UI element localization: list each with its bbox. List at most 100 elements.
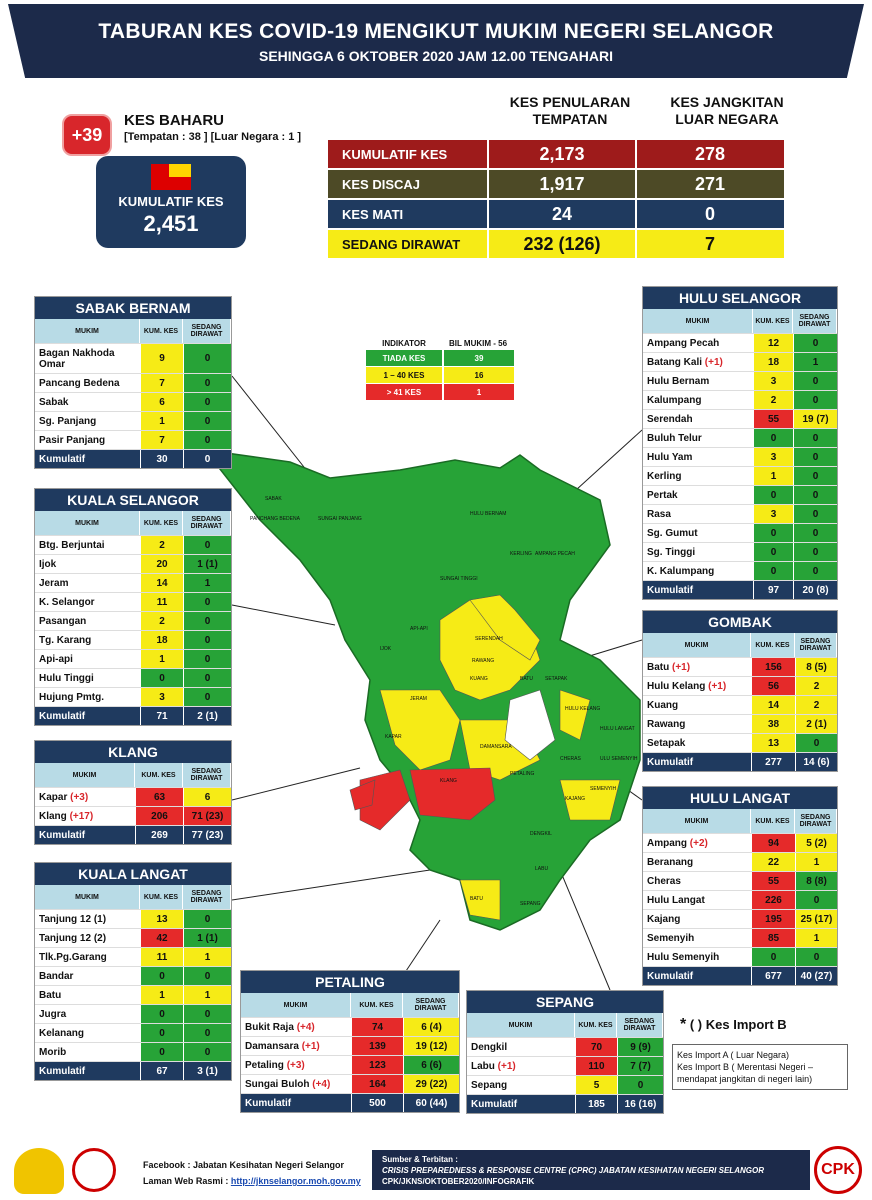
col-mukim: MUKIM: [643, 633, 751, 657]
mukim-name: Sepang: [471, 1079, 508, 1091]
kum-kes-cell: 20: [140, 555, 183, 573]
summary-import-value: 278: [635, 140, 783, 168]
mukim-name: Pertak: [647, 489, 678, 501]
dirawat-cell: 2: [795, 696, 837, 714]
website-text: Laman Web Rasmi : http://jknselangor.moh…: [143, 1176, 361, 1186]
kum-kes-cell: 2: [753, 391, 793, 409]
dirawat-cell: 0: [183, 393, 231, 411]
map-label: DAMANSARA: [480, 744, 512, 750]
kum-kes-cell: 11: [140, 593, 183, 611]
cumulative-dirawat: 0: [183, 450, 231, 468]
map-label: SETAPAK: [545, 676, 568, 682]
cumulative-label: Kumulatif: [643, 967, 751, 985]
kum-kes-cell: 55: [753, 410, 793, 428]
cumulative-row: Kumulatif 185 16 (16): [467, 1094, 663, 1113]
district-title: PETALING: [241, 971, 459, 993]
kum-kes-cell: 18: [753, 353, 793, 371]
dirawat-cell: 0: [183, 431, 231, 449]
kum-kes-cell: 3: [140, 688, 183, 706]
cumulative-row: Kumulatif 500 60 (44): [241, 1093, 459, 1112]
kum-kes-cell: 3: [753, 505, 793, 523]
kum-kes-cell: 139: [351, 1037, 403, 1055]
mukim-name: Jugra: [39, 1008, 67, 1020]
kum-kes-cell: 1: [140, 650, 183, 668]
cumulative-row: Kumulatif 269 77 (23): [35, 825, 231, 844]
cumulative-dirawat: 40 (27): [795, 967, 837, 985]
mukim-cell: Sungai Buloh (+4): [241, 1075, 351, 1093]
mukim-cell: Setapak: [643, 734, 751, 752]
table-row: Kapar (+3) 63 6: [35, 787, 231, 806]
col-dirawat: SEDANG DIRAWAT: [793, 309, 837, 333]
mukim-cell: Ampang Pecah: [643, 334, 753, 352]
mukim-name: Btg. Berjuntai: [39, 539, 105, 551]
new-case-delta: (+4): [312, 1078, 331, 1090]
district-table-gombak: GOMBAK MUKIM KUM. KES SEDANG DIRAWAT Batu (+…: [642, 610, 838, 772]
import-note-label: ( ) Kes Import B: [689, 1017, 787, 1032]
district-table-kuala-langat: KUALA LANGAT MUKIM KUM. KES SEDANG DIRAWAT T…: [34, 862, 232, 1081]
col-mukim: MUKIM: [35, 511, 140, 535]
cumulative-row: Kumulatif 97 20 (8): [643, 580, 837, 599]
cumulative-dirawat: 14 (6): [795, 753, 837, 771]
mukim-name: Jeram: [39, 577, 69, 589]
import-a-text: Kes Import A ( Luar Negara): [677, 1050, 790, 1060]
kum-kes-cell: 110: [575, 1057, 617, 1075]
table-row: Hulu Kelang (+1) 56 2: [643, 676, 837, 695]
mukim-name: Hulu Yam: [647, 451, 693, 463]
district-table-sepang: SEPANG MUKIM KUM. KES SEDANG DIRAWAT Dengkil…: [466, 990, 664, 1114]
mukim-cell: Jeram: [35, 574, 140, 592]
dirawat-cell: 0: [795, 948, 837, 966]
map-regions: [203, 448, 641, 931]
table-header: MUKIM KUM. KES SEDANG DIRAWAT: [643, 309, 837, 333]
cumulative-label: Kumulatif: [467, 1095, 575, 1113]
mukim-cell: K. Selangor: [35, 593, 140, 611]
source-label: Sumber & Terbitan :: [382, 1155, 458, 1164]
mukim-cell: Beranang: [643, 853, 751, 871]
mukim-name: Tanjung 12 (1): [39, 913, 107, 925]
table-header: MUKIM KUM. KES SEDANG DIRAWAT: [241, 993, 459, 1017]
district-table-petaling: PETALING MUKIM KUM. KES SEDANG DIRAWAT Bukit…: [240, 970, 460, 1113]
ministry-logo: [72, 1148, 116, 1192]
table-row: Dengkil 70 9 (9): [467, 1037, 663, 1056]
kum-kes-cell: 164: [351, 1075, 403, 1093]
mukim-name: Hulu Tinggi: [39, 672, 94, 684]
table-header: MUKIM KUM. KES SEDANG DIRAWAT: [35, 511, 231, 535]
source-ref: CPK/JKNS/OKTOBER2020/INFOGRAFIK: [382, 1177, 535, 1186]
cumulative-dirawat: 20 (8): [793, 581, 837, 599]
mukim-cell: Jugra: [35, 1005, 140, 1023]
mukim-name: Kajang: [647, 913, 681, 925]
mukim-name: Batu: [647, 661, 670, 673]
col-kum-kes: KUM. KES: [751, 633, 795, 657]
kum-kes-cell: 1: [140, 412, 183, 430]
mukim-name: Pancang Bedena: [39, 377, 120, 389]
col-dirawat: SEDANG DIRAWAT: [403, 993, 459, 1017]
district-title: GOMBAK: [643, 611, 837, 633]
mukim-cell: Ampang (+2): [643, 834, 751, 852]
website-link[interactable]: http://jknselangor.moh.gov.my: [230, 1176, 361, 1186]
kum-kes-cell: 206: [135, 807, 183, 825]
map-label: SEPANG: [520, 901, 541, 907]
mukim-cell: Tanjung 12 (2): [35, 929, 140, 947]
cumulative-kes: 30: [140, 450, 183, 468]
new-case-delta: (+17): [69, 810, 94, 822]
cumulative-kes: 500: [351, 1094, 403, 1112]
summary-local-value: 232 (126): [487, 230, 635, 258]
title-banner: TABURAN KES COVID-19 MENGIKUT MUKIM NEGE…: [8, 4, 864, 78]
mukim-cell: Pertak: [643, 486, 753, 504]
summary-row-label: KUMULATIF KES: [342, 146, 448, 162]
col-kum-kes: KUM. KES: [140, 319, 183, 343]
cumulative-kes: 67: [140, 1062, 183, 1080]
summary-row: KES DISCAJ 1,917 271: [328, 170, 784, 198]
new-case-delta: (+1): [704, 356, 723, 368]
dirawat-cell: 19 (7): [793, 410, 837, 428]
mukim-name: Kapar: [39, 791, 68, 803]
table-row: Tlk.Pg.Garang 11 1: [35, 947, 231, 966]
table-row: Rawang 38 2 (1): [643, 714, 837, 733]
col-dirawat: SEDANG DIRAWAT: [795, 809, 837, 833]
kum-kes-cell: 0: [140, 1043, 183, 1061]
page-title: TABURAN KES COVID-19 MENGIKUT MUKIM NEGE…: [98, 20, 774, 43]
mukim-name: Sungai Buloh: [245, 1078, 310, 1090]
